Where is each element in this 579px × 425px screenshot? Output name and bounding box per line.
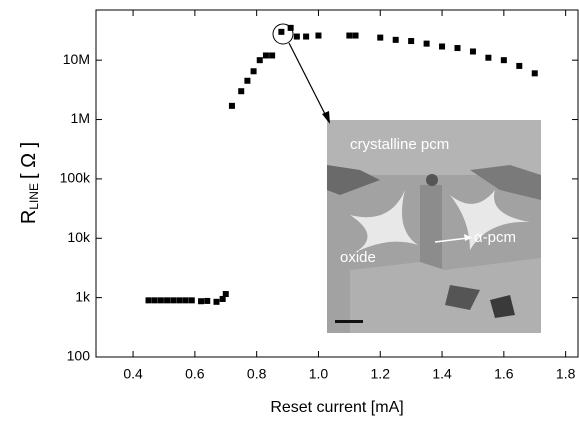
point	[293, 33, 300, 40]
y-tick-label: 10k	[67, 229, 91, 245]
point	[182, 297, 189, 304]
point	[516, 62, 523, 69]
point	[500, 57, 507, 64]
point	[269, 52, 276, 59]
y-label-unit: [ Ω ]	[18, 142, 40, 179]
point	[219, 295, 226, 302]
point	[145, 297, 152, 304]
y-label-main: R	[18, 210, 40, 224]
point	[278, 28, 285, 35]
point	[392, 36, 399, 43]
point	[346, 32, 353, 39]
point	[164, 297, 171, 304]
point	[352, 32, 359, 39]
point	[250, 68, 257, 75]
plot-frame	[95, 9, 579, 358]
y-axis-label: RLINE [ Ω ]	[18, 142, 41, 224]
point	[439, 43, 446, 50]
point	[157, 297, 164, 304]
x-tick-label: 1.0	[309, 366, 329, 382]
y-tick-label: 100k	[60, 170, 91, 186]
x-tick-label: 0.6	[185, 366, 205, 382]
point	[176, 297, 183, 304]
y-label-sub: LINE	[27, 183, 41, 210]
point	[228, 102, 235, 109]
point	[244, 77, 251, 84]
point	[315, 32, 322, 39]
point	[238, 88, 245, 95]
y-tick-label: 1k	[75, 288, 91, 304]
point	[377, 34, 384, 41]
annotation: α-pcm	[474, 229, 516, 246]
point	[170, 297, 177, 304]
x-tick-label: 0.4	[123, 366, 143, 382]
y-tick-label: 10M	[63, 51, 90, 67]
y-tick-label: 1M	[71, 110, 90, 126]
x-tick-label: 1.8	[556, 366, 576, 382]
x-axis-label: Reset current [mA]	[270, 399, 403, 416]
point	[469, 48, 476, 55]
point	[303, 33, 310, 40]
point	[198, 298, 205, 305]
point	[454, 45, 461, 52]
point	[423, 40, 430, 47]
annotation: crystalline pcm	[350, 136, 449, 153]
annotation: oxide	[340, 249, 376, 266]
pointer	[272, 23, 330, 124]
point	[151, 297, 158, 304]
x-tick-label: 1.2	[371, 366, 391, 382]
inset-image: crystalline pcm oxide α-pcm	[327, 120, 541, 333]
x-tick-label: 1.4	[432, 366, 452, 382]
x-tick-label: 1.6	[494, 366, 514, 382]
point	[222, 291, 229, 298]
x-tick-label: 0.8	[247, 366, 267, 382]
point	[531, 70, 538, 77]
point	[262, 52, 269, 59]
point	[287, 24, 294, 31]
point	[213, 298, 220, 305]
point	[204, 297, 211, 304]
point	[485, 54, 492, 61]
point	[256, 57, 263, 64]
point	[188, 297, 195, 304]
point	[408, 38, 415, 45]
y-tick-label: 100	[67, 348, 91, 364]
